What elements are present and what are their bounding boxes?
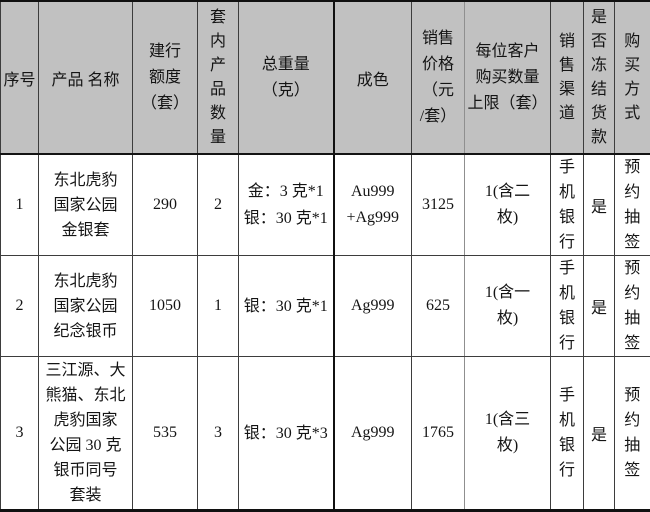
- fineness-line: Ag999: [350, 424, 395, 441]
- cell-purchase-limit: 1(含三枚): [464, 356, 551, 511]
- fineness-line: Au999: [350, 183, 395, 200]
- header-product-name: 产品 名称: [38, 0, 133, 155]
- header-serial: 序号: [0, 0, 39, 155]
- header-total-weight: 总重量 （克）: [238, 0, 335, 155]
- header-price: 销售 价格 （元 /套）: [411, 0, 465, 155]
- product-name-line: 东北虎豹: [53, 272, 118, 290]
- cell-quota: 1050: [132, 255, 198, 357]
- fineness-line: +Ag999: [346, 209, 400, 226]
- product-name-line: 银币同号: [53, 462, 118, 479]
- purchase-limit-text: 1(含一枚): [484, 284, 531, 327]
- cell-purchase-method: 预约抽签: [614, 255, 650, 357]
- weight-line: 银：30 克*1: [243, 297, 328, 315]
- purchase-limit-text: 1(含二枚): [484, 183, 531, 226]
- header-sales-channel-vertical-text: 销售渠道: [558, 32, 575, 122]
- cell-items: 2: [197, 153, 239, 256]
- header-purchase-limit-line: 购买数量: [475, 68, 540, 86]
- cell-fineness: Ag999: [333, 356, 412, 511]
- cell-purchase-method: 预约抽签: [614, 356, 650, 511]
- header-price-line: 价格: [421, 55, 454, 73]
- header-total-weight-line: （克）: [261, 81, 310, 99]
- table-row: 2 东北虎豹 国家公园 纪念银币 1050 1 银：30 克*1 Ag999: [0, 255, 650, 357]
- cell-freeze: 是: [583, 356, 615, 511]
- cell-total-weight: 银：30 克*3: [238, 356, 335, 511]
- product-name-line: 套装: [69, 487, 102, 504]
- cell-serial: 3: [0, 356, 39, 511]
- cell-quota: 535: [132, 356, 198, 511]
- fineness-line: Ag999: [350, 297, 395, 314]
- cell-product-name: 东北虎豹 国家公园 金银套: [38, 153, 133, 256]
- cell-serial: 1: [0, 153, 39, 256]
- header-purchase-limit-line: 每位客户: [475, 42, 540, 60]
- table-row: 1 东北虎豹 国家公园 金银套 290 2 金：3 克*1 银：30 克*1 A…: [0, 153, 650, 256]
- cell-freeze: 是: [583, 255, 615, 357]
- header-purchase-method: 购买方式: [614, 0, 650, 155]
- header-total-weight-line: 总重量: [261, 55, 310, 73]
- header-items-per-set-vertical-text: 套内产品数量: [209, 8, 226, 146]
- cell-price: 625: [411, 255, 465, 357]
- product-name-line: 虎豹国家: [53, 412, 118, 429]
- product-name-line: 金银套: [61, 221, 110, 239]
- header-price-line: 销售: [421, 29, 454, 47]
- purchase-method-vertical-text: 预约抽签: [624, 260, 641, 352]
- header-freeze-payment-vertical-text: 是否冻结货款: [590, 8, 607, 146]
- weight-line: 银：30 克*1: [243, 210, 328, 227]
- cell-product-name: 东北虎豹 国家公园 纪念银币: [38, 255, 133, 357]
- header-purchase-method-vertical-text: 购买方式: [624, 32, 641, 122]
- cell-purchase-limit: 1(含二枚): [464, 153, 551, 256]
- product-name-line: 熊猫、东北: [45, 387, 126, 404]
- cell-fineness: Ag999: [333, 255, 412, 357]
- cell-items: 3: [197, 356, 239, 511]
- product-name-line: 国家公园: [53, 196, 118, 214]
- header-quota-line: 额度: [148, 68, 181, 86]
- product-name-line: 东北虎豹: [53, 171, 118, 189]
- cell-items: 1: [197, 255, 239, 357]
- header-sales-channel: 销售渠道: [550, 0, 584, 155]
- cell-fineness: Au999 +Ag999: [333, 153, 412, 256]
- header-purchase-limit: 每位客户 购买数量 上限（套）: [464, 0, 551, 155]
- cell-product-name: 三江源、大 熊猫、东北 虎豹国家 公园 30 克 银币同号 套装: [38, 356, 133, 511]
- purchase-method-vertical-text: 预约抽签: [624, 159, 641, 251]
- cell-sales-channel: 手机银行: [550, 255, 584, 357]
- weight-line: 金：3 克*1: [247, 183, 324, 200]
- cell-sales-channel: 手机银行: [550, 153, 584, 256]
- sales-channel-vertical-text: 手机银行: [558, 260, 575, 352]
- cell-price: 3125: [411, 153, 465, 256]
- cell-total-weight: 金：3 克*1 银：30 克*1: [238, 153, 335, 256]
- product-name-line: 公园 30 克: [49, 437, 122, 454]
- product-name-line: 国家公园: [53, 297, 118, 315]
- cell-freeze: 是: [583, 153, 615, 256]
- cell-quota: 290: [132, 153, 198, 256]
- header-freeze-payment: 是否冻结货款: [583, 0, 615, 155]
- header-price-line: /套）: [419, 107, 457, 125]
- cell-serial: 2: [0, 255, 39, 357]
- cell-sales-channel: 手机银行: [550, 356, 584, 511]
- weight-line: 银：30 克*3: [243, 424, 328, 442]
- purchase-method-vertical-text: 预约抽签: [624, 387, 641, 479]
- header-purchase-limit-line: 上限（套）: [467, 94, 548, 112]
- header-fineness: 成色: [333, 0, 412, 155]
- sales-channel-vertical-text: 手机银行: [558, 159, 575, 251]
- header-quota: 建行 额度 （套）: [132, 0, 198, 155]
- header-price-line: （元: [421, 81, 454, 99]
- header-quota-line: （套）: [140, 94, 189, 112]
- header-items-per-set: 套内产品数量: [197, 0, 239, 155]
- product-name-line: 纪念银币: [53, 322, 118, 340]
- table-row: 3 三江源、大 熊猫、东北 虎豹国家 公园 30 克 银币同号 套装 535 3…: [0, 356, 650, 511]
- header-quota-line: 建行: [148, 42, 181, 60]
- product-name-line: 三江源、大: [45, 362, 126, 379]
- cell-price: 1765: [411, 356, 465, 511]
- cell-purchase-method: 预约抽签: [614, 153, 650, 256]
- sales-channel-vertical-text: 手机银行: [558, 387, 575, 479]
- cell-total-weight: 银：30 克*1: [238, 255, 335, 357]
- purchase-limit-text: 1(含三枚): [484, 411, 531, 454]
- cell-purchase-limit: 1(含一枚): [464, 255, 551, 357]
- header-row: 序号 产品 名称 建行 额度 （套） 套内产品数量 总重量 （克） 成色: [0, 0, 650, 155]
